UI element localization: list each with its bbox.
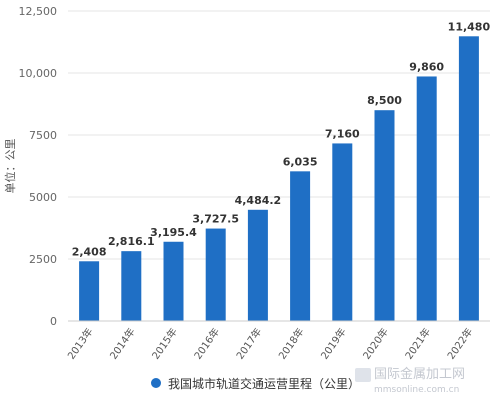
bar[interactable] (163, 241, 184, 321)
data-label: 2,408 (72, 245, 107, 258)
data-label: 8,500 (367, 94, 402, 107)
bar[interactable] (205, 228, 226, 321)
bar[interactable] (290, 171, 311, 321)
y-axis-ticks: 0 2500 5000 7500 10,000 12,500 (19, 5, 58, 328)
legend[interactable]: 我国城市轨道交通运营里程（公里） (151, 376, 360, 391)
y-tick-label: 12,500 (19, 5, 58, 18)
y-tick-label: 0 (50, 315, 57, 328)
legend-label: 我国城市轨道交通运营里程（公里） (168, 376, 360, 391)
watermark-subtext: mmsonline.com.cn (374, 385, 459, 395)
data-label: 7,160 (325, 127, 360, 140)
x-tick-label: 2019年 (318, 325, 349, 361)
bar[interactable] (247, 209, 268, 321)
bars (79, 36, 479, 322)
data-label: 11,480 (448, 20, 491, 33)
bar[interactable] (416, 76, 437, 321)
x-tick-label: 2016年 (191, 325, 222, 361)
legend-dot (151, 378, 161, 388)
data-label: 9,860 (409, 60, 444, 73)
bar[interactable] (121, 251, 142, 321)
y-tick-label: 10,000 (19, 67, 58, 80)
x-axis-ticks: 2013年 2014年 2015年 2016年 2017年 2018年 2019年 2020年… (65, 325, 476, 361)
data-label: 6,035 (283, 155, 318, 168)
y-tick-label: 5000 (29, 191, 57, 204)
x-tick-label: 2013年 (65, 325, 96, 361)
data-label: 2,816.1 (108, 235, 155, 248)
watermark-text: 国际金属加工网 (374, 366, 465, 382)
x-tick-label: 2018年 (276, 325, 307, 361)
x-tick-label: 2021年 (402, 325, 433, 361)
watermark-logo: 国际金属加工网 mmsonline.com.cn (355, 366, 465, 395)
data-label: 4,484.2 (235, 194, 282, 207)
x-tick-label: 2022年 (444, 325, 475, 361)
x-tick-label: 2017年 (233, 325, 264, 361)
bar[interactable] (458, 36, 479, 322)
y-tick-label: 2500 (29, 253, 57, 266)
data-label: 3,727.5 (192, 213, 239, 226)
data-label: 3,195.4 (150, 226, 197, 239)
y-tick-label: 7500 (29, 129, 57, 142)
x-tick-label: 2014年 (107, 325, 138, 361)
x-tick-label: 2015年 (149, 325, 180, 361)
bar[interactable] (332, 143, 353, 321)
watermark-logo-mark (355, 368, 371, 382)
bar[interactable] (79, 261, 100, 321)
y-axis-title: 单位：公里 (3, 139, 17, 194)
x-tick-label: 2020年 (360, 325, 391, 361)
bar[interactable] (374, 110, 395, 321)
